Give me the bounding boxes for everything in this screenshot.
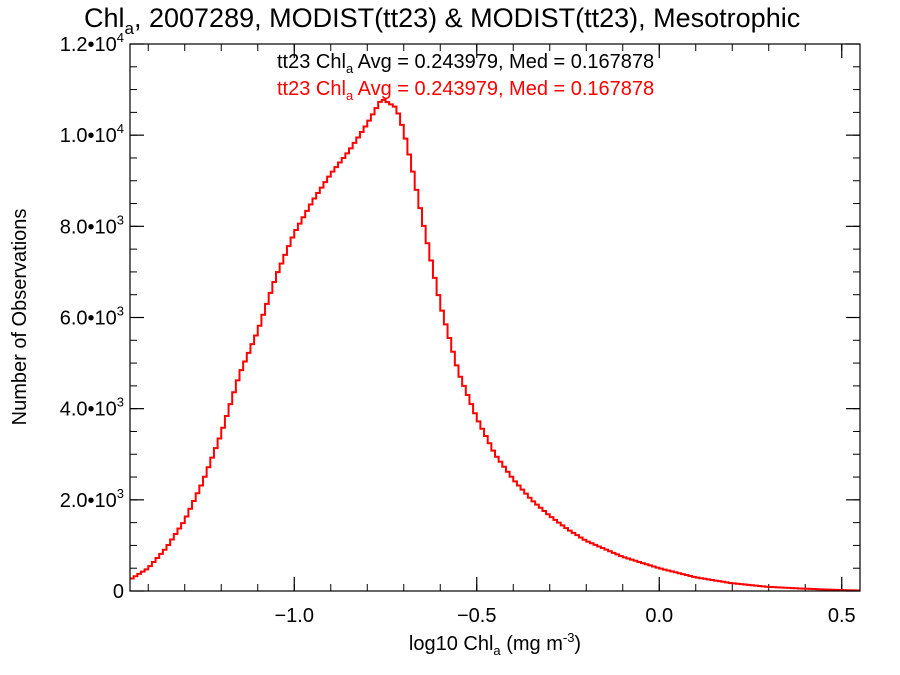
- legend-entry-red: tt23 Chla Avg = 0.243979, Med = 0.167878: [277, 78, 654, 103]
- histogram-series-line: [130, 98, 860, 592]
- legend-entry-black-post: Avg = 0.243979, Med = 0.167878: [353, 51, 654, 73]
- x-tick-label: −0.5: [457, 605, 496, 627]
- y-tick-label: 8.0•103: [60, 212, 124, 238]
- y-tick-label-mantissa: 2.0•10: [60, 490, 117, 512]
- y-tick-label-exponent: 4: [117, 30, 124, 45]
- x-tick-labels: −1.0 −0.5 0.0 0.5: [275, 605, 856, 627]
- legend-entry-red-sub: a: [346, 88, 354, 103]
- legend-entry-red-post: Avg = 0.243979, Med = 0.167878: [353, 78, 654, 100]
- x-tick-label: 0.5: [828, 605, 856, 627]
- x-axis-label-prefix: log10 Chl: [409, 633, 494, 655]
- y-tick-label-exponent: 3: [117, 395, 124, 410]
- chart-title-rest: , 2007289, MODIST(tt23) & MODIST(tt23), …: [134, 3, 800, 33]
- y-tick-label-mantissa: 1.0•10: [60, 125, 117, 147]
- y-tick-label: 2.0•103: [60, 486, 124, 512]
- y-tick-label-exponent: 3: [117, 212, 124, 227]
- y-tick-label: 1.2•104: [60, 30, 124, 56]
- x-tick-label: 0.0: [645, 605, 673, 627]
- y-axis-label: Number of Observations: [9, 209, 31, 426]
- y-tick-label-exponent: 3: [117, 304, 124, 319]
- y-tick-label: 6.0•103: [60, 304, 124, 330]
- x-axis-label-mid: (mg m: [501, 633, 563, 655]
- chart-title-prefix: Chl: [84, 3, 125, 33]
- legend-entry-black-pre: tt23 Chl: [277, 51, 346, 73]
- x-axis-label: log10 Chla (mg m-3): [409, 630, 581, 658]
- chart-title-subscript: a: [125, 19, 135, 38]
- x-axis-label-sub: a: [493, 643, 501, 658]
- y-tick-label-mantissa: 1.2•10: [60, 34, 117, 56]
- y-tick-label-mantissa: 6.0•10: [60, 308, 117, 330]
- y-tick-label: 1.0•104: [60, 121, 124, 147]
- y-tick-labels: 02.0•1034.0•1036.0•1038.0•1031.0•1041.2•…: [60, 30, 124, 603]
- plot-frame: [129, 43, 861, 592]
- legend-entry-black-sub: a: [346, 61, 354, 76]
- y-tick-label: 4.0•103: [60, 395, 124, 421]
- legend-entry-red-pre: tt23 Chl: [277, 78, 346, 100]
- x-axis-label-suffix: ): [574, 633, 581, 655]
- axis-ticks: [130, 43, 860, 592]
- y-tick-label: 0: [113, 581, 124, 603]
- chart-title: Chla, 2007289, MODIST(tt23) & MODIST(tt2…: [84, 3, 800, 38]
- y-tick-label-exponent: 4: [117, 121, 124, 136]
- y-tick-label-mantissa: 8.0•10: [60, 216, 117, 238]
- x-axis-label-sup: -3: [563, 630, 575, 645]
- y-tick-label-exponent: 3: [117, 486, 124, 501]
- x-tick-label: −1.0: [275, 605, 314, 627]
- legend: tt23 Chla Avg = 0.243979, Med = 0.167878…: [277, 51, 654, 103]
- y-tick-label-mantissa: 0: [113, 581, 124, 603]
- legend-entry-black: tt23 Chla Avg = 0.243979, Med = 0.167878: [277, 51, 654, 76]
- y-tick-label-mantissa: 4.0•10: [60, 399, 117, 421]
